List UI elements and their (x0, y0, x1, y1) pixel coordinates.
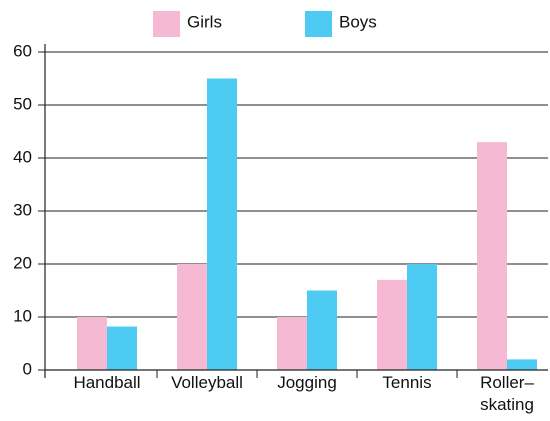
bar (277, 317, 307, 370)
y-tick-label: 10 (13, 306, 32, 325)
y-tick-label: 40 (13, 147, 32, 166)
y-tick-label: 50 (13, 94, 32, 113)
bar (107, 326, 137, 370)
y-tick-label: 0 (23, 359, 32, 378)
bar (407, 264, 437, 370)
bar (507, 359, 537, 370)
x-tick-label: Volleyball (171, 373, 243, 392)
x-tick-label: Tennis (382, 373, 432, 392)
legend-label: Boys (339, 12, 377, 31)
bar (77, 317, 107, 370)
legend-label: Girls (187, 12, 222, 31)
bar (377, 279, 407, 370)
bar (177, 264, 207, 370)
legend-swatch (305, 11, 332, 37)
bar (207, 78, 237, 370)
bar (307, 290, 337, 370)
legend-swatch (153, 11, 180, 37)
x-tick-label: Jogging (277, 373, 337, 392)
x-tick-label: Handball (73, 373, 141, 392)
y-tick-label: 60 (13, 41, 32, 60)
x-tick-label: Roller– skating (480, 373, 534, 414)
y-tick-label: 20 (13, 253, 32, 272)
y-tick-label: 30 (13, 200, 32, 219)
bar (477, 142, 507, 370)
